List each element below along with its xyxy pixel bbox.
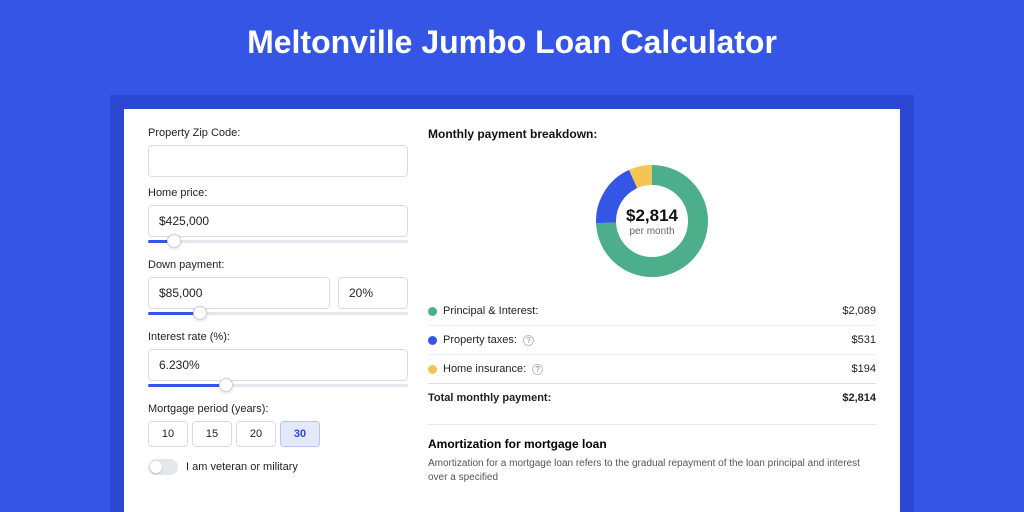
veteran-label: I am veteran or military: [186, 461, 298, 473]
interest-rate-field: Interest rate (%):: [148, 331, 408, 393]
mortgage-period-option[interactable]: 30: [280, 421, 320, 447]
breakdown-title: Monthly payment breakdown:: [428, 127, 876, 141]
mortgage-period-option[interactable]: 10: [148, 421, 188, 447]
mortgage-period-label: Mortgage period (years):: [148, 403, 408, 415]
breakdown-rows: Principal & Interest: $2,089 Property taxe…: [428, 297, 876, 412]
donut-wrap: $2,814 per month: [428, 149, 876, 297]
mortgage-period-options: 10152030: [148, 421, 408, 447]
legend-dot: [428, 365, 437, 374]
veteran-toggle[interactable]: [148, 459, 178, 475]
legend-dot: [428, 307, 437, 316]
amortization-text: Amortization for a mortgage loan refers …: [428, 457, 876, 485]
calculator-card: Property Zip Code: Home price: Down paym…: [124, 109, 900, 512]
breakdown-column: Monthly payment breakdown: $2,814 per mo…: [428, 127, 876, 512]
down-payment-slider[interactable]: [148, 307, 408, 321]
donut-value: $2,814: [626, 206, 678, 226]
breakdown-total-label: Total monthly payment:: [428, 392, 551, 404]
stage: Property Zip Code: Home price: Down paym…: [110, 95, 914, 512]
down-payment-input[interactable]: [148, 277, 330, 309]
page-title: Meltonville Jumbo Loan Calculator: [0, 0, 1024, 81]
amortization-title: Amortization for mortgage loan: [428, 437, 876, 451]
donut-sub: per month: [629, 226, 674, 237]
info-icon[interactable]: ?: [532, 364, 543, 375]
breakdown-total-row: Total monthly payment: $2,814: [428, 383, 876, 412]
amortization-section: Amortization for mortgage loan Amortizat…: [428, 424, 876, 485]
breakdown-total-value: $2,814: [842, 392, 876, 404]
down-payment-pct-input[interactable]: [338, 277, 408, 309]
mortgage-period-option[interactable]: 15: [192, 421, 232, 447]
zip-input[interactable]: [148, 145, 408, 177]
donut-center: $2,814 per month: [588, 157, 716, 285]
info-icon[interactable]: ?: [523, 335, 534, 346]
interest-rate-label: Interest rate (%):: [148, 331, 408, 343]
zip-field: Property Zip Code:: [148, 127, 408, 177]
breakdown-value: $531: [852, 334, 876, 346]
breakdown-value: $2,089: [842, 305, 876, 317]
home-price-field: Home price:: [148, 187, 408, 249]
form-column: Property Zip Code: Home price: Down paym…: [148, 127, 408, 512]
down-payment-label: Down payment:: [148, 259, 408, 271]
mortgage-period-field: Mortgage period (years): 10152030: [148, 403, 408, 447]
payment-donut-chart: $2,814 per month: [588, 157, 716, 285]
home-price-slider[interactable]: [148, 235, 408, 249]
home-price-label: Home price:: [148, 187, 408, 199]
breakdown-label: Principal & Interest:: [443, 305, 538, 317]
interest-rate-input[interactable]: [148, 349, 408, 381]
breakdown-value: $194: [852, 363, 876, 375]
zip-label: Property Zip Code:: [148, 127, 408, 139]
breakdown-row: Property taxes:? $531: [428, 325, 876, 354]
home-price-input[interactable]: [148, 205, 408, 237]
breakdown-row: Home insurance:? $194: [428, 354, 876, 383]
breakdown-label: Property taxes:: [443, 334, 517, 346]
mortgage-period-option[interactable]: 20: [236, 421, 276, 447]
breakdown-label: Home insurance:: [443, 363, 526, 375]
veteran-row: I am veteran or military: [148, 459, 408, 475]
interest-rate-slider[interactable]: [148, 379, 408, 393]
legend-dot: [428, 336, 437, 345]
breakdown-row: Principal & Interest: $2,089: [428, 297, 876, 325]
down-payment-field: Down payment:: [148, 259, 408, 321]
